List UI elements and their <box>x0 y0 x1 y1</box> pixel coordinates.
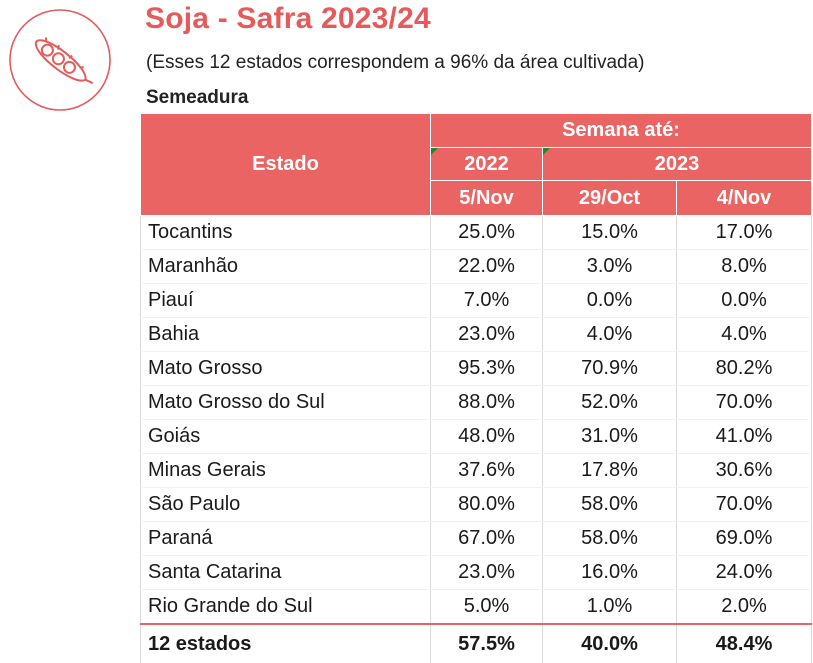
value-cell: 0.0% <box>542 283 677 318</box>
state-cell: Minas Gerais <box>140 453 431 488</box>
value-cell: 37.6% <box>430 453 543 488</box>
table-row: Rio Grande do Sul 5.0% 1.0% 2.0% <box>140 589 813 625</box>
state-cell: São Paulo <box>140 487 431 522</box>
value-cell: 48.0% <box>430 419 543 454</box>
value-cell: 70.0% <box>675 385 813 420</box>
state-cell: Piauí <box>140 283 431 318</box>
value-cell: 70.0% <box>675 487 813 522</box>
comment-marker-icon <box>431 148 438 155</box>
value-cell: 1.0% <box>542 589 677 625</box>
value-cell: 58.0% <box>542 487 677 522</box>
column-header-week: 29/Oct <box>542 180 677 216</box>
table-row: Mato Grosso do Sul 88.0% 52.0% 70.0% <box>140 385 813 420</box>
table-row: Tocantins 25.0% 15.0% 17.0% <box>140 215 813 250</box>
value-cell: 23.0% <box>430 555 543 590</box>
total-row: 12 estados 57.5% 40.0% 48.4% <box>140 623 813 663</box>
value-cell: 80.2% <box>675 351 813 386</box>
table-row: Santa Catarina 23.0% 16.0% 24.0% <box>140 555 813 590</box>
value-cell: 95.3% <box>430 351 543 386</box>
column-header-state: Estado <box>140 113 431 216</box>
total-label: 12 estados <box>140 623 431 663</box>
table-row: Minas Gerais 37.6% 17.8% 30.6% <box>140 453 813 488</box>
value-cell: 31.0% <box>542 419 677 454</box>
state-cell: Rio Grande do Sul <box>140 589 431 625</box>
table-row: Goiás 48.0% 31.0% 41.0% <box>140 419 813 454</box>
column-group-week: Semana até: <box>429 113 813 148</box>
value-cell: 69.0% <box>675 521 813 556</box>
total-cell: 40.0% <box>542 623 677 663</box>
value-cell: 16.0% <box>542 555 677 590</box>
value-cell: 25.0% <box>430 215 543 250</box>
value-cell: 22.0% <box>430 249 543 284</box>
soybean-pod-icon <box>9 9 111 111</box>
value-cell: 30.6% <box>675 453 813 488</box>
value-cell: 4.0% <box>542 317 677 352</box>
table-body: Tocantins 25.0% 15.0% 17.0% Maranhão 22.0% 3.0… <box>140 215 813 625</box>
state-cell: Paraná <box>140 521 431 556</box>
state-cell: Mato Grosso <box>140 351 431 386</box>
column-header-year-2023: 2023 <box>541 147 813 181</box>
value-cell: 67.0% <box>430 521 543 556</box>
table-row: Maranhão 22.0% 3.0% 8.0% <box>140 249 813 284</box>
column-header-week: 4/Nov <box>675 180 813 216</box>
table-row: São Paulo 80.0% 58.0% 70.0% <box>140 487 813 522</box>
state-cell: Tocantins <box>140 215 431 250</box>
column-header-week: 5/Nov <box>430 180 543 216</box>
value-cell: 15.0% <box>542 215 677 250</box>
value-cell: 2.0% <box>675 589 813 625</box>
value-cell: 8.0% <box>675 249 813 284</box>
state-cell: Mato Grosso do Sul <box>140 385 431 420</box>
page-title: Soja - Safra 2023/24 <box>145 2 431 35</box>
value-cell: 88.0% <box>430 385 543 420</box>
value-cell: 52.0% <box>542 385 677 420</box>
state-cell: Santa Catarina <box>140 555 431 590</box>
comment-marker-icon <box>543 148 550 155</box>
value-cell: 80.0% <box>430 487 543 522</box>
value-cell: 5.0% <box>430 589 543 625</box>
value-cell: 23.0% <box>430 317 543 352</box>
table-row: Mato Grosso 95.3% 70.9% 80.2% <box>140 351 813 386</box>
state-cell: Bahia <box>140 317 431 352</box>
total-cell: 57.5% <box>430 623 543 663</box>
page-subtitle: (Esses 12 estados correspondem a 96% da … <box>146 52 645 73</box>
table-row: Piauí 7.0% 0.0% 0.0% <box>140 283 813 318</box>
state-cell: Maranhão <box>140 249 431 284</box>
value-cell: 0.0% <box>675 283 813 318</box>
column-header-year-2022: 2022 <box>430 147 543 181</box>
total-cell: 48.4% <box>675 623 813 663</box>
section-label: Semeadura <box>146 87 249 108</box>
state-cell: Goiás <box>140 419 431 454</box>
value-cell: 4.0% <box>675 317 813 352</box>
planting-table: Estado Semana até: 2022 2023 5/Nov 29/Oc… <box>140 113 813 663</box>
value-cell: 41.0% <box>675 419 813 454</box>
value-cell: 17.8% <box>542 453 677 488</box>
value-cell: 7.0% <box>430 283 543 318</box>
value-cell: 70.9% <box>542 351 677 386</box>
table-row: Paraná 67.0% 58.0% 69.0% <box>140 521 813 556</box>
value-cell: 24.0% <box>675 555 813 590</box>
value-cell: 3.0% <box>542 249 677 284</box>
value-cell: 17.0% <box>675 215 813 250</box>
value-cell: 58.0% <box>542 521 677 556</box>
table-row: Bahia 23.0% 4.0% 4.0% <box>140 317 813 352</box>
